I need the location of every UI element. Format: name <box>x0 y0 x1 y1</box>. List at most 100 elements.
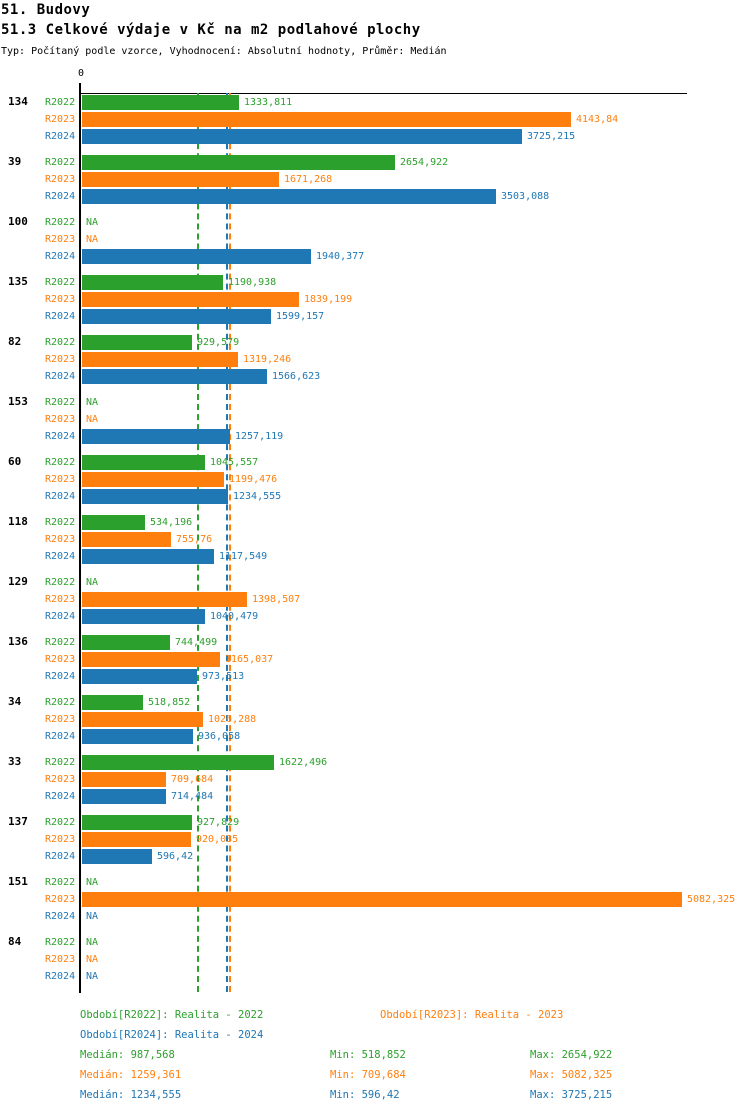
bar-value-151-r2023: 5082,325 <box>687 894 736 905</box>
row-label-151-r2022: R2022 <box>45 877 76 888</box>
group-label-129: 129 <box>8 575 28 588</box>
bar-value-118-r2022: 534,196 <box>150 517 193 528</box>
row-label-100-r2024: R2024 <box>45 251 76 262</box>
bar-129-r2024 <box>82 609 205 624</box>
bar-value-33-r2022: 1622,496 <box>279 757 328 768</box>
row-label-84-r2024: R2024 <box>45 971 76 982</box>
bar-value-39-r2022: 2654,922 <box>400 157 449 168</box>
row-label-82-r2024: R2024 <box>45 371 76 382</box>
na-value-100-r2023: NA <box>86 234 99 245</box>
bar-118-r2023 <box>82 532 171 547</box>
bar-39-r2024 <box>82 189 496 204</box>
row-label-134-r2023: R2023 <box>45 114 76 125</box>
group-label-135: 135 <box>8 275 28 288</box>
row-label-137-r2024: R2024 <box>45 851 76 862</box>
bar-82-r2022 <box>82 335 192 350</box>
group-label-153: 153 <box>8 395 28 408</box>
bar-value-135-r2024: 1599,157 <box>276 311 325 322</box>
bar-value-34-r2022: 518,852 <box>148 697 191 708</box>
row-label-129-r2022: R2022 <box>45 577 76 588</box>
bar-value-153-r2024: 1257,119 <box>235 431 284 442</box>
bar-33-r2023 <box>82 772 166 787</box>
row-label-153-r2024: R2024 <box>45 431 76 442</box>
bar-value-134-r2023: 4143,84 <box>576 114 619 125</box>
min-stat-2022: Min: 518,852 <box>330 1049 406 1061</box>
row-label-34-r2023: R2023 <box>45 714 76 725</box>
row-label-84-r2023: R2023 <box>45 954 76 965</box>
bar-value-33-r2023: 709,684 <box>171 774 214 785</box>
row-label-100-r2023: R2023 <box>45 234 76 245</box>
na-value-84-r2023: NA <box>86 954 99 965</box>
bar-134-r2024 <box>82 129 522 144</box>
row-label-33-r2023: R2023 <box>45 774 76 785</box>
bar-137-r2023 <box>82 832 191 847</box>
chart-title: 51.3 Celkové výdaje v Kč na m2 podlahové… <box>1 22 421 38</box>
row-label-129-r2023: R2023 <box>45 594 76 605</box>
bar-value-60-r2023: 1199,476 <box>229 474 278 485</box>
row-label-39-r2022: R2022 <box>45 157 76 168</box>
median-line-2023 <box>229 93 231 992</box>
na-value-84-r2022: NA <box>86 937 99 948</box>
bar-value-34-r2023: 1026,288 <box>208 714 257 725</box>
legend-r2024: Období[R2024]: Realita - 2024 <box>80 1029 264 1041</box>
bar-value-118-r2023: 755,76 <box>176 534 213 545</box>
bar-34-r2022 <box>82 695 143 710</box>
bar-118-r2024 <box>82 549 214 564</box>
bar-134-r2023 <box>82 112 571 127</box>
min-stat-2024: Min: 596,42 <box>330 1089 400 1101</box>
na-value-153-r2022: NA <box>86 397 99 408</box>
row-label-60-r2022: R2022 <box>45 457 76 468</box>
median-stat-2024: Medián: 1234,555 <box>80 1089 182 1101</box>
bar-60-r2022 <box>82 455 205 470</box>
max-stat-2023: Max: 5082,325 <box>530 1069 613 1081</box>
legend-r2023: Období[R2023]: Realita - 2023 <box>380 1009 564 1021</box>
bar-value-135-r2023: 1839,199 <box>304 294 353 305</box>
group-label-84: 84 <box>8 935 22 948</box>
max-stat-2022: Max: 2654,922 <box>530 1049 613 1061</box>
bar-134-r2022 <box>82 95 239 110</box>
group-label-118: 118 <box>8 515 28 528</box>
na-value-151-r2024: NA <box>86 911 99 922</box>
chart-meta: Typ: Počítaný podle vzorce, Vyhodnocení:… <box>1 46 447 57</box>
bar-value-82-r2023: 1319,246 <box>243 354 292 365</box>
group-label-151: 151 <box>8 875 28 888</box>
group-label-82: 82 <box>8 335 22 348</box>
y-axis-line <box>79 83 81 993</box>
row-label-153-r2022: R2022 <box>45 397 76 408</box>
row-label-136-r2022: R2022 <box>45 637 76 648</box>
bar-135-r2024 <box>82 309 271 324</box>
row-label-82-r2022: R2022 <box>45 337 76 348</box>
bar-82-r2023 <box>82 352 238 367</box>
bar-value-60-r2022: 1045,557 <box>210 457 259 468</box>
max-stat-2024: Max: 3725,215 <box>530 1089 613 1101</box>
row-label-136-r2024: R2024 <box>45 671 76 682</box>
row-label-84-r2022: R2022 <box>45 937 76 948</box>
row-label-136-r2023: R2023 <box>45 654 76 665</box>
bar-value-137-r2024: 596,42 <box>157 851 194 862</box>
row-label-82-r2023: R2023 <box>45 354 76 365</box>
row-label-137-r2022: R2022 <box>45 817 76 828</box>
bar-value-82-r2024: 1566,623 <box>272 371 321 382</box>
na-value-153-r2023: NA <box>86 414 99 425</box>
x-axis-zero-label: 0 <box>77 68 85 79</box>
bar-value-100-r2024: 1940,377 <box>316 251 365 262</box>
bar-value-136-r2022: 744,499 <box>175 637 218 648</box>
bar-value-129-r2024: 1040,479 <box>210 611 259 622</box>
bar-136-r2022 <box>82 635 170 650</box>
row-label-135-r2024: R2024 <box>45 311 76 322</box>
group-label-137: 137 <box>8 815 28 828</box>
bar-value-135-r2022: 1190,938 <box>228 277 277 288</box>
bar-135-r2023 <box>82 292 299 307</box>
na-value-84-r2024: NA <box>86 971 99 982</box>
median-line-2024 <box>226 93 228 992</box>
row-label-100-r2022: R2022 <box>45 217 76 228</box>
group-label-100: 100 <box>8 215 28 228</box>
bar-82-r2024 <box>82 369 267 384</box>
bar-100-r2024 <box>82 249 311 264</box>
bar-value-34-r2024: 936,058 <box>198 731 241 742</box>
min-stat-2023: Min: 709,684 <box>330 1069 406 1081</box>
median-stat-2022: Medián: 987,568 <box>80 1049 175 1061</box>
na-value-100-r2022: NA <box>86 217 99 228</box>
bar-value-33-r2024: 714,484 <box>171 791 214 802</box>
group-label-33: 33 <box>8 755 22 768</box>
